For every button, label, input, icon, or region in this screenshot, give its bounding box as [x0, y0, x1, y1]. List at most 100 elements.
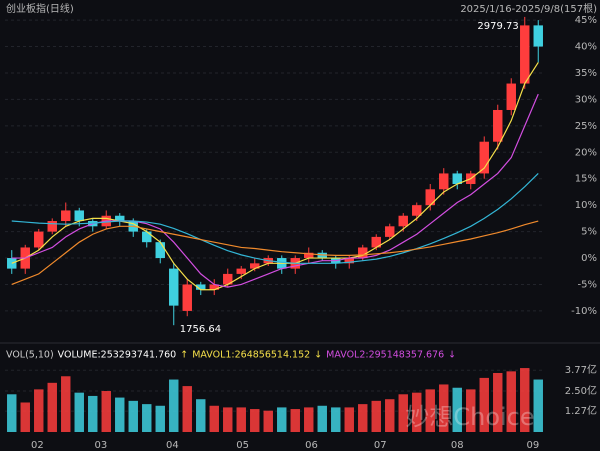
volume-bar: [101, 391, 111, 432]
y-tick-label: 1.27亿: [565, 404, 597, 417]
candle-body: [250, 263, 260, 269]
volume-bar: [452, 387, 462, 432]
y-tick-label: 25%: [575, 121, 597, 132]
volume-bar: [493, 372, 503, 432]
volume-bar: [196, 399, 206, 432]
volume-bar: [88, 395, 98, 432]
volume-bar: [290, 409, 300, 432]
x-tick-label: 06: [305, 440, 318, 451]
y-tick-label: 30%: [575, 94, 597, 105]
x-tick-label: 08: [451, 440, 464, 451]
watermark: 妙想Choice: [405, 403, 534, 431]
candle-body: [169, 268, 179, 306]
candle-body: [506, 83, 516, 110]
candle-body: [182, 284, 192, 311]
y-tick-label: 35%: [575, 68, 597, 79]
x-tick-label: 05: [236, 440, 249, 451]
candle-body: [61, 210, 71, 222]
candle-body: [452, 173, 462, 185]
volume-bar: [466, 389, 476, 432]
volume-bar: [277, 407, 287, 432]
volume-bar: [236, 407, 246, 432]
candle-body: [115, 215, 125, 222]
volume-bar: [371, 400, 381, 432]
y-tick-label: 5%: [581, 227, 597, 238]
candle-body: [520, 25, 530, 84]
legend-item: VOLUME:253293741.760: [58, 350, 177, 361]
y-tick-label: 0%: [581, 253, 597, 264]
volume-bar: [169, 379, 179, 432]
candle-body: [533, 25, 543, 47]
y-tick-label: 45%: [575, 15, 597, 26]
legend-item: ↓: [448, 350, 456, 361]
candle-body: [425, 189, 435, 206]
x-tick-label: 02: [31, 440, 44, 451]
candle-body: [398, 215, 408, 227]
price-annotation: 2979.73: [477, 21, 518, 32]
volume-bar: [317, 405, 327, 432]
volume-bar: [533, 379, 543, 432]
candle-body: [371, 236, 381, 248]
volume-bar: [61, 376, 71, 432]
x-tick-label: 03: [94, 440, 107, 451]
volume-bar: [358, 404, 368, 432]
volume-bar: [385, 399, 395, 432]
volume-bar: [331, 407, 341, 432]
volume-bar: [115, 397, 125, 432]
candle-body: [344, 258, 354, 264]
candle-body: [412, 205, 422, 216]
y-tick-label: 3.77亿: [565, 363, 597, 376]
candle-body: [479, 141, 489, 174]
volume-bar: [439, 384, 449, 432]
legend-item: MAVOL1:264856514.152: [192, 350, 310, 361]
ma-line: [11, 62, 539, 291]
volume-bar: [425, 389, 435, 432]
volume-bar: [47, 382, 57, 432]
ma-line: [11, 173, 539, 264]
x-tick-label: 07: [374, 440, 387, 451]
volume-bar: [304, 407, 314, 432]
candle-body: [196, 284, 206, 290]
volume-bar: [223, 407, 233, 432]
volume-bar: [263, 410, 273, 432]
candle-body: [74, 210, 84, 222]
volume-bar: [142, 404, 152, 432]
y-tick-label: 40%: [575, 42, 597, 53]
y-tick-label: 10%: [575, 200, 597, 211]
y-tick-label: -10%: [571, 306, 597, 317]
volume-bar: [520, 368, 530, 432]
candle-body: [155, 242, 165, 259]
volume-bar: [209, 405, 219, 432]
y-tick-label: 2.50亿: [565, 384, 597, 397]
legend-item: ↑: [180, 350, 188, 361]
volume-bar: [20, 402, 30, 432]
x-tick-label: 09: [526, 440, 539, 451]
y-tick-label: 20%: [575, 147, 597, 158]
volume-bar: [7, 394, 17, 432]
candle-body: [223, 273, 233, 285]
x-tick-label: 04: [166, 440, 179, 451]
volume-bar: [506, 371, 516, 432]
volume-bar: [74, 392, 84, 432]
volume-bar: [182, 386, 192, 432]
y-tick-label: -5%: [578, 279, 597, 290]
chart-title: 创业板指(日线): [6, 2, 74, 15]
legend-item: VOL(5,10): [6, 350, 54, 361]
ma-line: [11, 220, 539, 286]
legend-item: ↓: [314, 350, 322, 361]
volume-bar: [128, 400, 138, 432]
candle-body: [236, 268, 246, 274]
candle-body: [142, 231, 152, 243]
candle-body: [358, 247, 368, 259]
volume-bar: [479, 377, 489, 432]
volume-bar: [398, 394, 408, 432]
candle-body: [493, 109, 503, 142]
legend-item: MAVOL2:295148357.676: [326, 350, 444, 361]
volume-bar: [344, 407, 354, 432]
candle-body: [385, 226, 395, 237]
candle-body: [304, 252, 314, 259]
candle-body: [439, 173, 449, 190]
candle-body: [34, 231, 44, 248]
volume-bar: [250, 409, 260, 432]
